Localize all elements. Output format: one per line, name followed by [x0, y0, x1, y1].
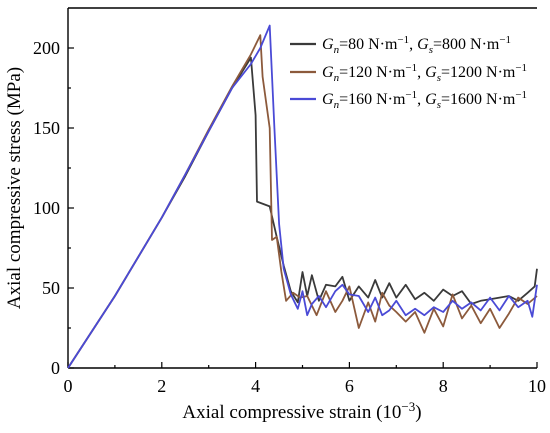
legend-text-part: −1	[515, 89, 527, 101]
legend-text-part: −1	[515, 62, 527, 74]
legend-text-part: n	[334, 44, 340, 56]
legend-text-part: s	[437, 99, 441, 111]
y-tick-label: 150	[33, 118, 60, 138]
series-line-1	[67, 56, 538, 369]
legend-text-part: 80	[348, 36, 364, 53]
legend-text-part: s	[437, 72, 441, 84]
x-tick-label: 0	[64, 376, 73, 396]
y-ticks: 0 50 100 150 200	[33, 38, 74, 378]
legend-text-part: s	[429, 44, 433, 56]
legend-text-part: n	[334, 72, 340, 84]
legend-text-part: ,	[417, 91, 425, 108]
legend-text-part: N·m	[372, 64, 406, 81]
y-tick-label: 200	[33, 38, 60, 58]
legend-text-part: N·m	[466, 36, 500, 53]
legend-text-part: −1	[405, 62, 417, 74]
legend-entry-3: Gn=160 N·m−1, Gs=1600 N·m−1	[322, 89, 527, 111]
legend-text-part: G	[322, 91, 334, 108]
legend-text-part: 1200	[450, 64, 482, 81]
x-ticks: 0 2 4 6 8 10	[64, 362, 546, 396]
legend-text-part: −1	[397, 34, 409, 46]
legend-text-part: N·m	[482, 64, 516, 81]
legend-entry-1: Gn=80 N·m−1, Gs=800 N·m−1	[322, 34, 511, 56]
legend-text-part: N·m	[482, 91, 516, 108]
x-tick-label: 8	[439, 376, 448, 396]
legend-text-part: =	[339, 91, 348, 108]
y-tick-label: 100	[33, 198, 60, 218]
x-axis-title: Axial compressive strain (10−3)	[182, 399, 421, 423]
legend: Gn=80 N·m−1, Gs=800 N·m−1Gn=120 N·m−1, G…	[290, 34, 527, 111]
legend-text-part: 1600	[450, 91, 482, 108]
legend-text-part: =	[339, 36, 348, 53]
x-axis-title-main: Axial compressive strain (10	[182, 402, 401, 423]
series-line-3	[67, 24, 538, 369]
x-tick-label: 4	[251, 376, 260, 396]
legend-text-part: 120	[348, 64, 372, 81]
legend-entry-2: Gn=120 N·m−1, Gs=1200 N·m−1	[322, 62, 527, 84]
x-tick-label: 6	[345, 376, 354, 396]
legend-text-part: G	[322, 64, 334, 81]
legend-text-part: G	[425, 64, 437, 81]
y-tick-label: 50	[42, 278, 60, 298]
legend-text-part: n	[334, 99, 340, 111]
legend-text-part: G	[425, 91, 437, 108]
legend-text-part: =	[441, 91, 450, 108]
legend-text-part: =	[433, 36, 442, 53]
series-lines	[67, 24, 538, 369]
series-line-2	[67, 34, 538, 369]
x-axis-title-close: )	[415, 402, 421, 423]
legend-text-part: −1	[405, 89, 417, 101]
legend-text-part: −1	[499, 34, 511, 46]
legend-text-part: ,	[417, 64, 425, 81]
legend-text-part: N·m	[372, 91, 406, 108]
legend-text-part: =	[339, 64, 348, 81]
y-axis-title: Axial compressive stress (MPa)	[4, 67, 25, 309]
legend-text-part: G	[417, 36, 429, 53]
x-tick-label: 2	[157, 376, 166, 396]
x-axis-title-exponent: −3	[401, 399, 415, 414]
x-tick-label: 10	[528, 376, 546, 396]
y-tick-label: 0	[51, 358, 60, 378]
legend-text-part: ,	[409, 36, 417, 53]
legend-text-part: 160	[348, 91, 372, 108]
legend-text-part: G	[322, 36, 334, 53]
legend-text-part: 800	[442, 36, 466, 53]
legend-text-part: =	[441, 64, 450, 81]
legend-text-part: N·m	[364, 36, 398, 53]
